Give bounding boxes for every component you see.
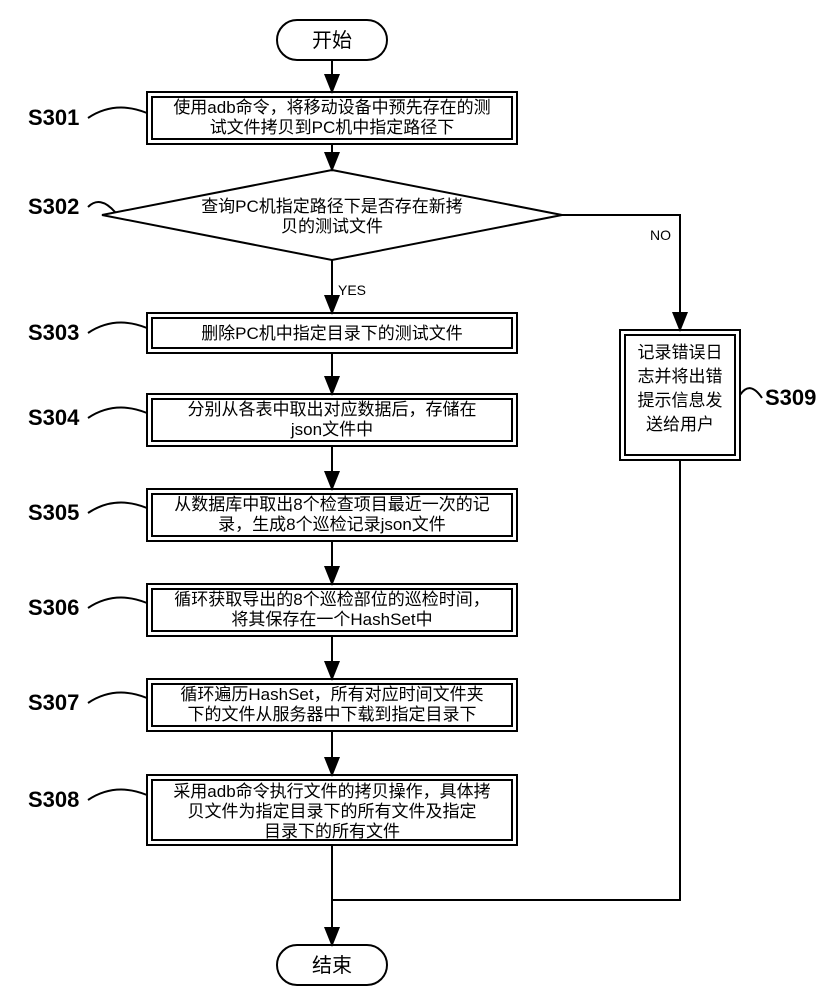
s301-line2: 试文件拷贝到PC机中指定路径下: [210, 118, 455, 137]
svg-text:S303: S303: [28, 320, 79, 345]
svg-text:S305: S305: [28, 500, 79, 525]
step-s306: 循环获取导出的8个巡检部位的巡检时间， 将其保存在一个HashSet中: [147, 584, 517, 636]
s308-line3: 目录下的所有文件: [264, 822, 400, 841]
s307-line2: 下的文件从服务器中下载到指定目录下: [188, 705, 477, 724]
step-s309: 记录错误日 志并将出错 提示信息发 送给用户: [620, 330, 740, 460]
svg-text:S302: S302: [28, 194, 79, 219]
s307-line1: 循环遍历HashSet，所有对应时间文件夹: [180, 685, 483, 704]
tag-s309: S309: [740, 385, 816, 410]
tag-s304: S304: [28, 405, 147, 430]
yes-label: YES: [338, 282, 366, 298]
svg-text:S304: S304: [28, 405, 80, 430]
s306-line2: 将其保存在一个HashSet中: [231, 610, 432, 629]
s304-line1: 分别从各表中取出对应数据后，存储在: [188, 400, 477, 419]
s308-line2: 贝文件为指定目录下的所有文件及指定: [188, 802, 477, 821]
tag-s303: S303: [28, 320, 147, 345]
s309-line4: 送给用户: [646, 415, 714, 434]
s305-line1: 从数据库中取出8个检查项目最近一次的记: [174, 495, 489, 514]
end-label: 结束: [312, 954, 352, 977]
s305-line2: 录，生成8个巡检记录json文件: [218, 515, 446, 534]
s303-line1: 删除PC机中指定目录下的测试文件: [201, 324, 463, 343]
s302-line2: 贝的测试文件: [281, 217, 383, 236]
svg-text:S306: S306: [28, 595, 79, 620]
s309-line1: 记录错误日: [638, 343, 723, 362]
tag-s305: S305: [28, 500, 147, 525]
start-terminal: 开始: [277, 20, 387, 60]
svg-text:S307: S307: [28, 690, 79, 715]
tag-s306: S306: [28, 595, 147, 620]
svg-text:S309: S309: [765, 385, 816, 410]
svg-text:S308: S308: [28, 787, 79, 812]
step-s307: 循环遍历HashSet，所有对应时间文件夹 下的文件从服务器中下载到指定目录下: [147, 679, 517, 731]
s304-line2: json文件中: [290, 420, 373, 439]
no-label: NO: [650, 227, 671, 243]
s308-line1: 采用adb命令执行文件的拷贝操作，具体拷: [173, 782, 490, 801]
step-s301: 使用adb命令，将移动设备中预先存在的测 试文件拷贝到PC机中指定路径下: [147, 92, 517, 144]
s309-line3: 提示信息发: [638, 391, 723, 410]
s301-line1: 使用adb命令，将移动设备中预先存在的测: [173, 97, 490, 117]
start-label: 开始: [312, 29, 352, 52]
step-s305: 从数据库中取出8个检查项目最近一次的记 录，生成8个巡检记录json文件: [147, 489, 517, 541]
s306-line1: 循环获取导出的8个巡检部位的巡检时间，: [174, 590, 489, 609]
s302-line1: 查询PC机指定路径下是否存在新拷: [201, 197, 463, 216]
s309-line2: 志并将出错: [638, 367, 723, 386]
step-s302: 查询PC机指定路径下是否存在新拷 贝的测试文件: [102, 170, 562, 260]
svg-text:S301: S301: [28, 105, 79, 130]
tag-s307: S307: [28, 690, 147, 715]
end-terminal: 结束: [277, 945, 387, 985]
tag-s308: S308: [28, 787, 147, 812]
tag-s301: S301: [28, 105, 147, 130]
step-s303: 删除PC机中指定目录下的测试文件: [147, 313, 517, 353]
step-s308: 采用adb命令执行文件的拷贝操作，具体拷 贝文件为指定目录下的所有文件及指定 目…: [147, 775, 517, 845]
step-s304: 分别从各表中取出对应数据后，存储在 json文件中: [147, 394, 517, 446]
